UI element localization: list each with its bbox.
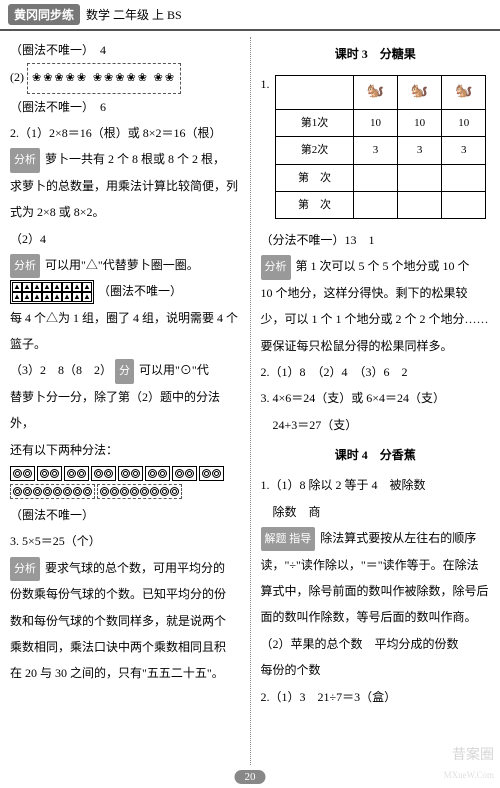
- triangle-box: ▲▲▲▲ ▲▲▲▲ ▲▲▲▲ ▲▲▲▲: [10, 280, 94, 304]
- text-line: （2）苹果的总个数 平均分成的份数: [261, 631, 491, 657]
- watermark-text: 昔案圈: [452, 744, 494, 764]
- column-divider: [250, 37, 251, 765]
- text-line: 篮子。: [10, 331, 240, 357]
- content-area: （圈法不唯一） 4 (2) ❀❀❀❀❀ ❀❀❀❀❀ ❀❀ （圈法不唯一） 6 2…: [0, 31, 500, 771]
- circle-diagram-row2: [10, 484, 240, 499]
- lesson-title: 课时 4 分香蕉: [261, 442, 491, 468]
- circle-diagram-row1: [10, 466, 240, 481]
- text-line: 3. 4×6＝24（支）或 6×4＝24（支）: [261, 385, 491, 411]
- text-line: 分析 可以用"△"代替萝卜圈一圈。: [10, 252, 240, 278]
- text-line: 解题 指导 除法算式要按从左往右的顺序: [261, 525, 491, 551]
- text-line: 面的数叫作除数，等号后面的数叫作商。: [261, 604, 491, 630]
- analysis-tag: 分析: [10, 557, 40, 581]
- text-line: 分析 要求气球的总个数，可用平均分的: [10, 555, 240, 581]
- text-line: 分析 萝卜一共有 2 个 8 根或 8 个 2 根，: [10, 146, 240, 172]
- text-line: 每 4 个△为 1 组，圈了 4 组，说明需要 4 个: [10, 305, 240, 331]
- caption: （圈法不唯一）: [98, 278, 182, 304]
- right-column: 课时 3 分糖果 1. 🐿️ 🐿️ 🐿️ 第1次101010 第2次333 第 …: [261, 37, 491, 765]
- text-line: 3. 5×5＝25（个）: [10, 528, 240, 554]
- text-line: （分法不唯一）13 1: [261, 227, 491, 253]
- guide-tag: 解题 指导: [261, 527, 316, 551]
- row-label: 第 次: [276, 191, 354, 218]
- text-line: 每份的个数: [261, 657, 491, 683]
- squirrel-icon: 🐿️: [398, 76, 442, 110]
- subject-label: 数学 二年级 上 BS: [86, 6, 182, 23]
- text-line: 除数 商: [261, 499, 491, 525]
- text-line: 24+3＝27（支）: [261, 412, 491, 438]
- text-line: （2）4: [10, 226, 240, 252]
- text: 除法算式要按从左往右的顺序: [320, 531, 476, 545]
- row-label: 第 次: [276, 164, 354, 191]
- text-line: 乘数相同，乘法口诀中两个乘数相同且积: [10, 634, 240, 660]
- analysis-tag: 分析: [10, 254, 40, 278]
- text-line: 2.（1）2×8＝16（根）或 8×2＝16（根）: [10, 120, 240, 146]
- squirrel-icon: 🐿️: [442, 76, 486, 110]
- lesson-title: 课时 3 分糖果: [261, 41, 491, 67]
- analysis-tag: 分析: [261, 255, 291, 279]
- left-column: （圈法不唯一） 4 (2) ❀❀❀❀❀ ❀❀❀❀❀ ❀❀ （圈法不唯一） 6 2…: [10, 37, 240, 765]
- watermark-url: MXueW.Com: [444, 770, 494, 780]
- text-line: 2.（1）3 21÷7＝3（盒）: [261, 684, 491, 710]
- text-line: （圈法不唯一） 6: [10, 94, 240, 120]
- flower-row: (2) ❀❀❀❀❀ ❀❀❀❀❀ ❀❀: [10, 63, 240, 93]
- candy-table: 🐿️ 🐿️ 🐿️ 第1次101010 第2次333 第 次 第 次: [275, 75, 486, 219]
- row-label: 第2次: [276, 137, 354, 164]
- text-line: 少，可以 1 个 1 个地分或 2 个 2 个地分……: [261, 306, 491, 332]
- dashed-group: ❀❀❀❀❀ ❀❀❀❀❀ ❀❀: [27, 63, 181, 93]
- text-line: 替萝卜分一分，除了第（2）题中的分法外，: [10, 384, 240, 437]
- brand-badge: 黄冈同步练: [8, 4, 80, 25]
- text: （3）2 8（8 2）: [10, 363, 112, 377]
- triangle-diagram: ▲▲▲▲ ▲▲▲▲ ▲▲▲▲ ▲▲▲▲ （圈法不唯一）: [10, 278, 240, 304]
- text: 可以用"⊙"代: [139, 363, 209, 377]
- text: 要求气球的总个数，可用平均分的: [45, 561, 225, 575]
- item-prefix: (2): [10, 70, 24, 84]
- hint-tag: 分: [115, 359, 134, 383]
- text-line: 式为 2×8 或 8×2。: [10, 199, 240, 225]
- text-line: 在 20 与 30 之间的，只有"五五二十五"。: [10, 660, 240, 686]
- text-line: 份数乘每份气球的个数。已知平均分的份: [10, 581, 240, 607]
- analysis-tag: 分析: [10, 148, 40, 172]
- text: 第 1 次可以 5 个 5 个地分或 10 个: [296, 259, 470, 273]
- squirrel-icon: 🐿️: [353, 76, 397, 110]
- text-line: （圈法不唯一） 4: [10, 37, 240, 63]
- text-line: 要保证每只松鼠分得的松果同样多。: [261, 333, 491, 359]
- text-line: 2.（1）8 （2）4 （3）6 2: [261, 359, 491, 385]
- text-line: 读，"÷"读作除以，"＝"读作等于。在除法: [261, 552, 491, 578]
- text-line: 算式中，除号前面的数叫作被除数，除号后: [261, 578, 491, 604]
- page-number: 20: [235, 770, 266, 784]
- text-line: 1.（1）8 除以 2 等于 4 被除数: [261, 472, 491, 498]
- text-line: 还有以下两种分法：: [10, 437, 240, 463]
- q-number: 1.: [261, 71, 270, 97]
- text-line: 10 个地分，这样分得快。剩下的松果较: [261, 280, 491, 306]
- page-header: 黄冈同步练 数学 二年级 上 BS: [0, 0, 500, 31]
- row-label: 第1次: [276, 110, 354, 137]
- text-line: （圈法不唯一）: [10, 502, 240, 528]
- text-line: 数和每份气球的个数同样多，就是说两个: [10, 608, 240, 634]
- text-line: （3）2 8（8 2） 分 可以用"⊙"代: [10, 357, 240, 383]
- text-line: 分析 第 1 次可以 5 个 5 个地分或 10 个: [261, 253, 491, 279]
- watermark: 昔案圈: [452, 744, 494, 764]
- text: 可以用"△"代替萝卜圈一圈。: [45, 258, 199, 272]
- text-line: 求萝卜的总数量，用乘法计算比较简便，列: [10, 173, 240, 199]
- text: 萝卜一共有 2 个 8 根或 8 个 2 根，: [45, 152, 225, 166]
